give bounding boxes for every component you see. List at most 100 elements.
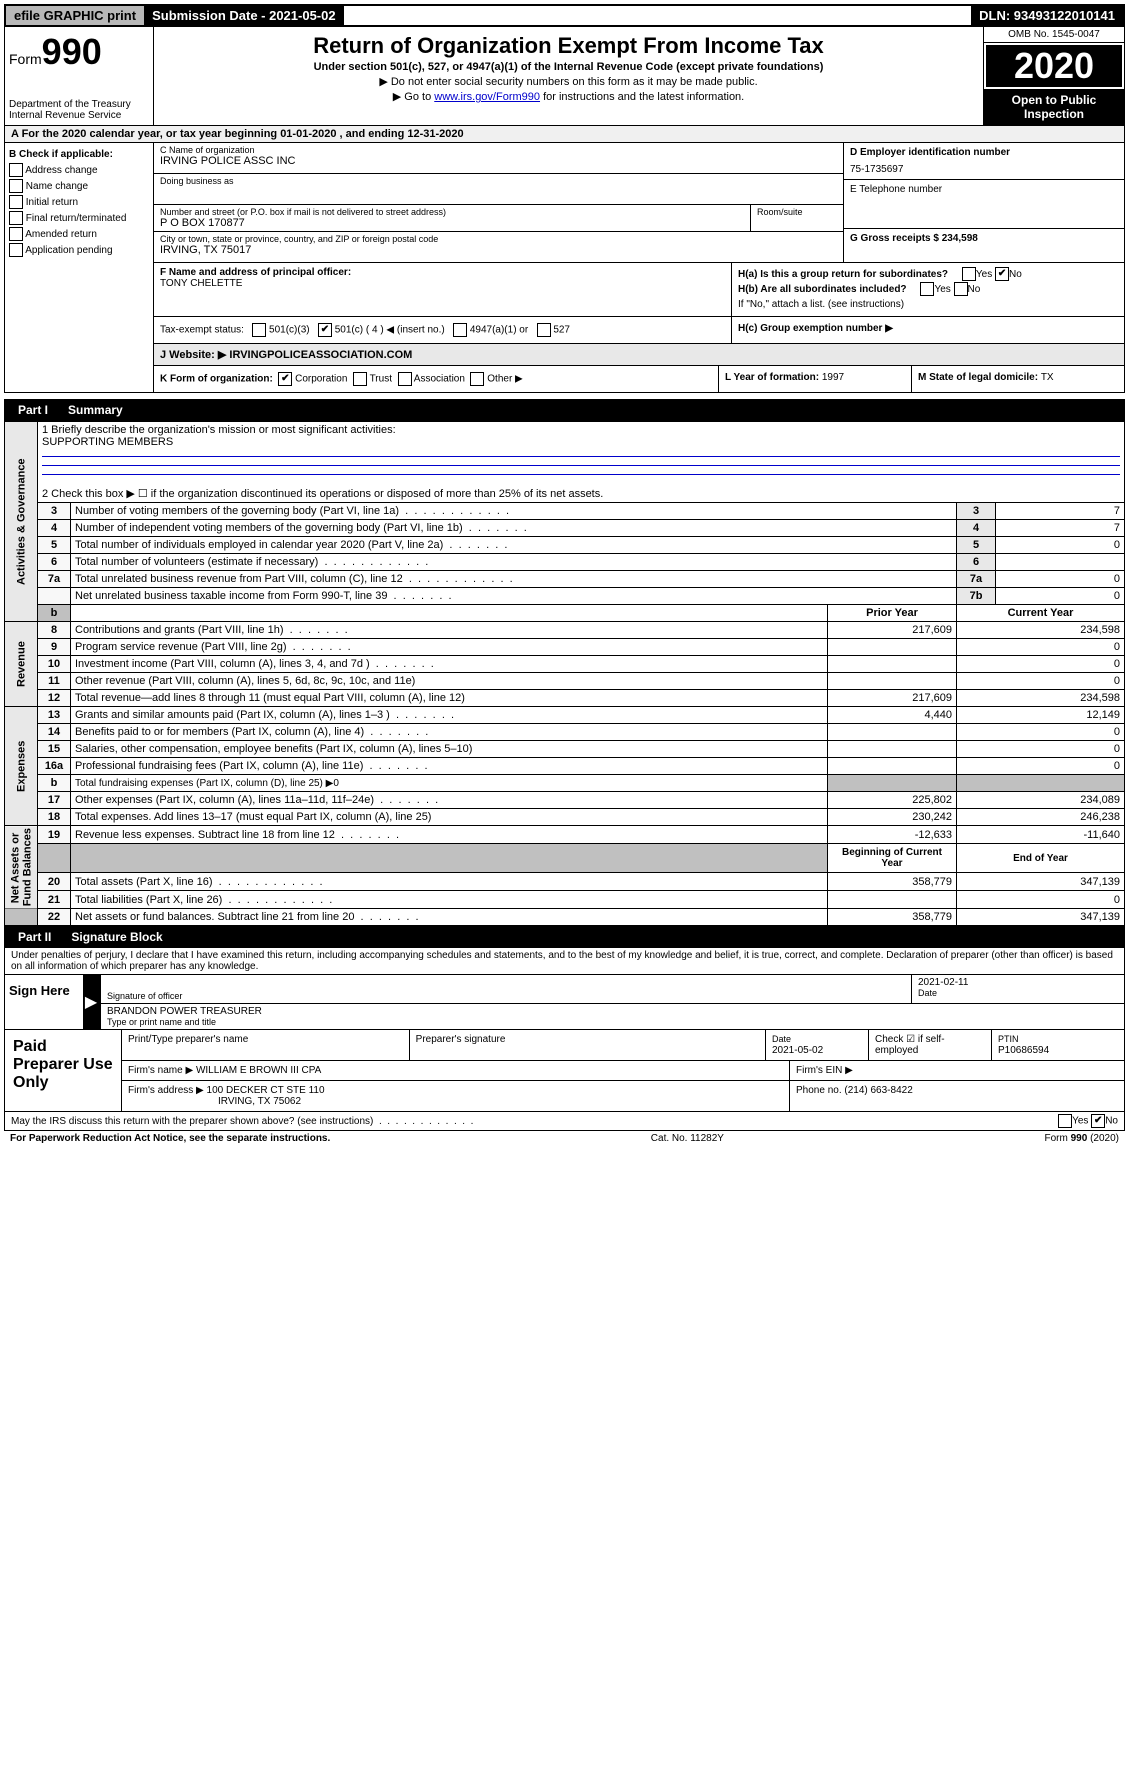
goto-line: ▶ Go to www.irs.gov/Form990 for instruct… bbox=[158, 90, 979, 103]
q2: 2 Check this box ▶ ☐ if the organization… bbox=[38, 485, 1125, 503]
prior-val bbox=[828, 891, 957, 909]
line-desc: Total number of individuals employed in … bbox=[71, 537, 957, 554]
prep-date-cell: Date2021-05-02 bbox=[765, 1030, 868, 1060]
tax-501c3[interactable]: 501(c)(3) bbox=[269, 325, 310, 336]
chk-address[interactable]: Address change bbox=[9, 163, 149, 179]
line-desc: Number of independent voting members of … bbox=[71, 520, 957, 537]
state-domicile: TX bbox=[1041, 372, 1054, 383]
box-num: 4 bbox=[957, 520, 996, 537]
tax-527[interactable]: 527 bbox=[553, 325, 570, 336]
tax-501c[interactable]: 501(c) ( 4 ) ◀ (insert no.) bbox=[335, 325, 445, 336]
prior-val: 217,609 bbox=[828, 622, 957, 639]
part1-header: Part I Summary bbox=[4, 399, 1125, 421]
line-desc bbox=[71, 844, 828, 873]
line-desc: Benefits paid to or for members (Part IX… bbox=[71, 724, 828, 741]
form-title: Return of Organization Exempt From Incom… bbox=[158, 33, 979, 59]
prior-val bbox=[828, 639, 957, 656]
k-corp[interactable]: Corporation bbox=[295, 374, 347, 385]
line-desc: Investment income (Part VIII, column (A)… bbox=[71, 656, 828, 673]
part2-title: Signature Block bbox=[71, 930, 162, 944]
tax-4947[interactable]: 4947(a)(1) or bbox=[470, 325, 528, 336]
vert-revenue: Revenue bbox=[5, 622, 38, 707]
prior-val bbox=[828, 724, 957, 741]
line-desc: Contributions and grants (Part VIII, lin… bbox=[71, 622, 828, 639]
k-trust[interactable]: Trust bbox=[370, 374, 392, 385]
footer-mid: Cat. No. 11282Y bbox=[651, 1133, 724, 1144]
prep-name-header: Print/Type preparer's name bbox=[121, 1030, 409, 1060]
curr-val: -11,640 bbox=[957, 826, 1125, 844]
line-num: b bbox=[38, 775, 71, 792]
officer-name-title: BRANDON POWER TREASURER bbox=[107, 1006, 1118, 1017]
line-num: 12 bbox=[38, 690, 71, 707]
line-num: 8 bbox=[38, 622, 71, 639]
irs-link[interactable]: www.irs.gov/Form990 bbox=[434, 91, 540, 103]
paid-label: Paid Preparer Use Only bbox=[5, 1030, 121, 1111]
year-formation: 1997 bbox=[822, 372, 844, 383]
right-info-col: D Employer identification number 75-1735… bbox=[844, 143, 1124, 262]
perjury-text: Under penalties of perjury, I declare th… bbox=[4, 948, 1125, 975]
signature-block: Sign Here ▶ Signature of officer 2021-02… bbox=[4, 975, 1125, 1030]
sign-arrow-icon: ▶ bbox=[83, 975, 99, 1029]
firm-ein-cell: Firm's EIN ▶ bbox=[789, 1061, 1124, 1080]
line-num: 15 bbox=[38, 741, 71, 758]
line-desc: Total revenue—add lines 8 through 11 (mu… bbox=[71, 690, 828, 707]
chk-initial[interactable]: Initial return bbox=[9, 195, 149, 211]
line-desc: Professional fundraising fees (Part IX, … bbox=[71, 758, 828, 775]
sig-date-label: Date bbox=[918, 988, 1118, 998]
q1-value: SUPPORTING MEMBERS bbox=[42, 436, 1120, 448]
form-header: Form990 Department of the Treasury Inter… bbox=[4, 27, 1125, 126]
curr-val: 0 bbox=[957, 656, 1125, 673]
chk-pending[interactable]: Application pending bbox=[9, 243, 149, 259]
chk-name[interactable]: Name change bbox=[9, 179, 149, 195]
curr-val: 246,238 bbox=[957, 809, 1125, 826]
prior-val: 4,440 bbox=[828, 707, 957, 724]
line-num: 14 bbox=[38, 724, 71, 741]
col-header-spacer bbox=[71, 605, 828, 622]
submission-date: Submission Date - 2021-05-02 bbox=[144, 6, 344, 25]
sign-here-label: Sign Here bbox=[5, 975, 83, 1029]
name-label: Type or print name and title bbox=[107, 1017, 1118, 1027]
box-num: 7a bbox=[957, 571, 996, 588]
footer-right: Form 990 (2020) bbox=[1045, 1133, 1119, 1144]
line-desc: Total expenses. Add lines 13–17 (must eq… bbox=[71, 809, 828, 826]
goto-pre: ▶ Go to bbox=[393, 91, 434, 103]
line-num: 11 bbox=[38, 673, 71, 690]
city-label: City or town, state or province, country… bbox=[160, 234, 837, 244]
chk-final[interactable]: Final return/terminated bbox=[9, 211, 149, 227]
footer-row: For Paperwork Reduction Act Notice, see … bbox=[4, 1131, 1125, 1146]
line-desc: Program service revenue (Part VIII, line… bbox=[71, 639, 828, 656]
cell-f: F Name and address of principal officer:… bbox=[154, 263, 732, 316]
curr-val: 12,149 bbox=[957, 707, 1125, 724]
line-num: 20 bbox=[38, 872, 71, 890]
tax-status-label: Tax-exempt status: bbox=[160, 325, 244, 336]
line-num: 13 bbox=[38, 707, 71, 724]
prior-val: 217,609 bbox=[828, 690, 957, 707]
room-label: Room/suite bbox=[757, 207, 837, 217]
line-num: 4 bbox=[38, 520, 71, 537]
form-number: Form990 bbox=[9, 31, 149, 73]
end-year-header: End of Year bbox=[957, 844, 1125, 873]
curr-val: 0 bbox=[957, 673, 1125, 690]
cell-l: L Year of formation: 1997 bbox=[718, 366, 911, 392]
k-assoc[interactable]: Association bbox=[414, 374, 465, 385]
curr-val: 0 bbox=[957, 724, 1125, 741]
sig-officer-label: Signature of officer bbox=[107, 991, 905, 1001]
box-num: 3 bbox=[957, 503, 996, 520]
curr-val: 234,598 bbox=[957, 622, 1125, 639]
line-desc: Revenue less expenses. Subtract line 18 … bbox=[71, 826, 828, 844]
efile-label[interactable]: efile GRAPHIC print bbox=[6, 6, 144, 25]
part1-tab: Part I bbox=[6, 401, 60, 419]
row-j-website: J Website: ▶ IRVINGPOLICEASSOCIATION.COM bbox=[154, 343, 1124, 365]
goto-post: for instructions and the latest informat… bbox=[540, 91, 744, 103]
website-value[interactable]: IRVINGPOLICEASSOCIATION.COM bbox=[229, 349, 412, 361]
prior-val: 230,242 bbox=[828, 809, 957, 826]
line-num: 16a bbox=[38, 758, 71, 775]
form-990-num: 990 bbox=[42, 31, 102, 72]
dln-label: DLN: 93493122010141 bbox=[971, 6, 1123, 25]
ein-value: 75-1735697 bbox=[850, 158, 1118, 175]
prior-val bbox=[828, 758, 957, 775]
dba-label: Doing business as bbox=[160, 176, 837, 186]
f-label: F Name and address of principal officer: bbox=[160, 267, 725, 278]
k-other[interactable]: Other ▶ bbox=[487, 374, 522, 385]
chk-amended[interactable]: Amended return bbox=[9, 227, 149, 243]
